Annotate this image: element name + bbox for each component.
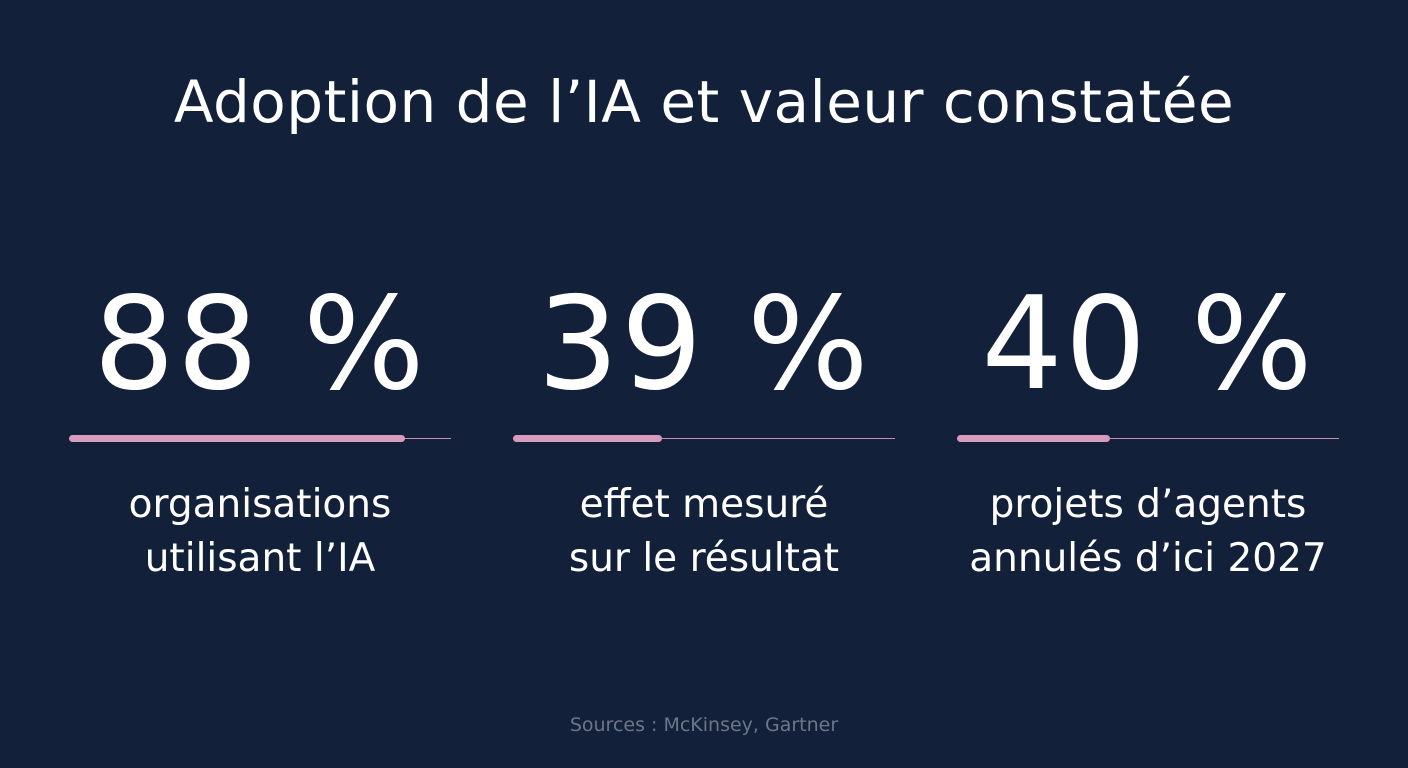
stat-label-line: sur le résultat — [568, 536, 840, 581]
progress-fill — [957, 435, 1110, 442]
sources-note: Sources : McKinsey, Gartner — [569, 714, 839, 736]
stat-label-line: utilisant l’IA — [144, 536, 376, 581]
stat-value: 88 % — [93, 270, 427, 419]
stat-label-line: organisations — [128, 482, 392, 527]
progress-track — [957, 438, 1339, 439]
progress-fill — [69, 435, 406, 442]
stat-label-line: projets d’agents — [989, 482, 1307, 527]
stat-label-line: annulés d’ici 2027 — [969, 536, 1327, 581]
stat-label: organisations utilisant l’IA — [50, 478, 470, 586]
page-title: Adoption de l’IA et valeur constatée — [173, 68, 1235, 136]
progress-fill — [513, 435, 662, 442]
progress-bar — [69, 434, 451, 444]
stat-label: effet mesuré sur le résultat — [494, 478, 914, 586]
stat-label: projets d’agents annulés d’ici 2027 — [938, 478, 1358, 586]
stat-card-projets-agents: 40 % projets d’agents annulés d’ici 2027 — [938, 270, 1358, 586]
stat-label-line: effet mesuré — [579, 482, 829, 527]
stat-value: 39 % — [537, 270, 871, 419]
stat-card-effet-mesure: 39 % effet mesuré sur le résultat — [494, 270, 914, 586]
stat-card-organisations: 88 % organisations utilisant l’IA — [50, 270, 470, 586]
progress-bar — [513, 434, 895, 444]
progress-track — [513, 438, 895, 439]
progress-bar — [957, 434, 1339, 444]
stat-value: 40 % — [981, 270, 1315, 419]
